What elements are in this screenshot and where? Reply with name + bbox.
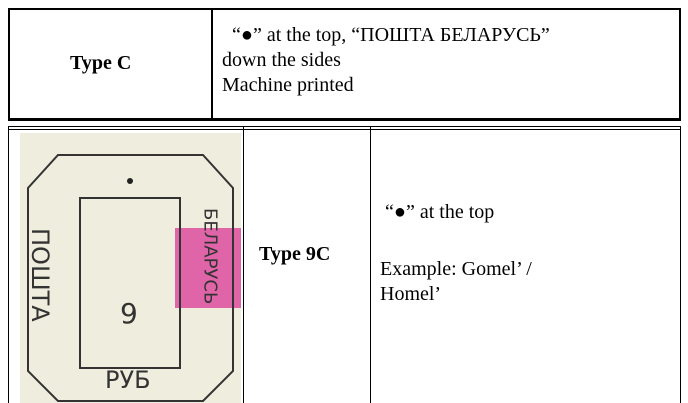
border xyxy=(8,129,681,130)
desc-line: Example: Gomel’ / xyxy=(380,258,532,280)
border xyxy=(679,8,681,121)
border xyxy=(211,8,213,121)
border xyxy=(8,8,681,10)
stamp-text: РУБ xyxy=(105,366,151,394)
type-label: Type 9C xyxy=(259,243,331,265)
desc-line: Machine printed xyxy=(222,74,354,96)
stamp-text: 9 xyxy=(120,297,138,330)
border xyxy=(8,126,681,127)
border xyxy=(8,118,681,121)
border xyxy=(680,126,681,403)
desc-line: down the sides xyxy=(222,49,341,71)
type-label: Type C xyxy=(70,52,132,74)
stamp-text: ПОШТА xyxy=(26,228,54,322)
border xyxy=(8,8,10,121)
border xyxy=(370,126,371,403)
border xyxy=(243,126,244,403)
desc-line: Homel’ xyxy=(380,283,442,305)
desc-line: “●” at the top xyxy=(385,201,495,223)
desc-line: “●” at the top, “ПОШТА БЕЛАРУСЬ” xyxy=(232,24,550,46)
border xyxy=(8,126,9,403)
stamp-image: ПОШТА БЕЛАРУСЬ РУБ 9 xyxy=(20,133,241,403)
stamp-text: БЕЛАРУСЬ xyxy=(200,208,221,304)
